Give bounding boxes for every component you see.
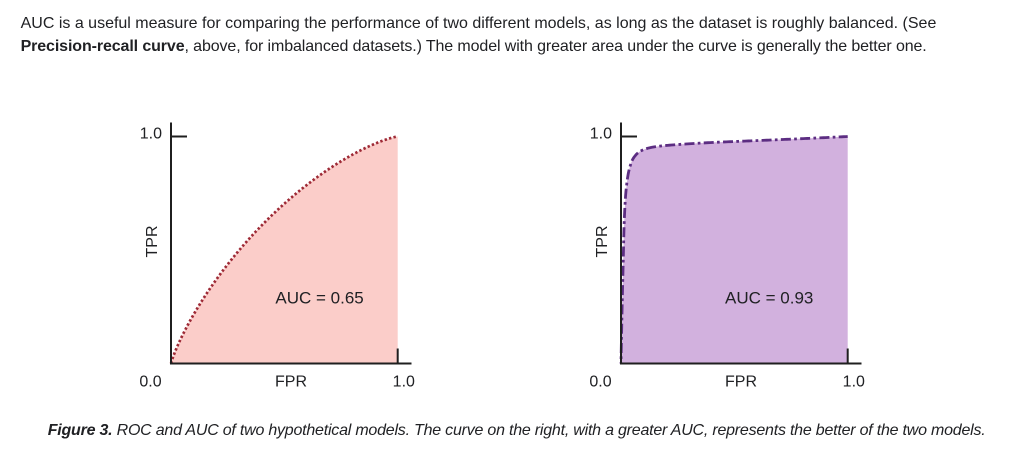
svg-text:FPR: FPR: [275, 374, 307, 391]
svg-text:AUC = 0.93: AUC = 0.93: [725, 289, 813, 308]
svg-text:1.0: 1.0: [140, 125, 162, 142]
svg-text:1.0: 1.0: [843, 374, 865, 391]
svg-text:1.0: 1.0: [590, 125, 612, 142]
svg-text:TPR: TPR: [594, 226, 611, 258]
svg-text:FPR: FPR: [725, 374, 757, 391]
svg-text:0.0: 0.0: [589, 374, 611, 391]
svg-text:1.0: 1.0: [393, 374, 415, 391]
svg-text:0.0: 0.0: [139, 374, 161, 391]
svg-text:AUC = 0.65: AUC = 0.65: [275, 289, 363, 308]
svg-text:TPR: TPR: [144, 226, 161, 258]
